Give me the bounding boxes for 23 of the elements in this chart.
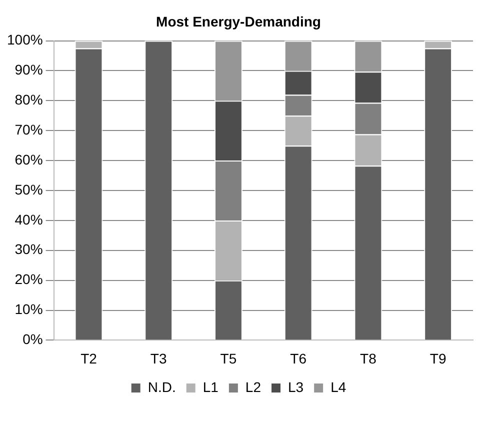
y-tick-label: 40%	[14, 211, 43, 228]
x-tick-label: T3	[150, 350, 167, 366]
y-tick-label: 20%	[14, 271, 43, 288]
legend-label: L3	[288, 378, 304, 395]
legend-label: L2	[245, 378, 262, 395]
legend-label: L4	[330, 378, 346, 395]
legend-label: N.D.	[148, 378, 176, 395]
chart-title: Most Energy-Demanding	[156, 13, 321, 30]
x-tick-label: T6	[290, 350, 307, 366]
y-tick-label: 80%	[14, 92, 43, 108]
x-tick-label: T2	[80, 350, 98, 366]
y-tick-label: 60%	[14, 151, 43, 168]
x-tick-label: T5	[220, 350, 237, 366]
y-tick-label: 50%	[14, 181, 43, 198]
legend-label: L1	[202, 378, 219, 395]
y-tick-label: 10%	[14, 301, 43, 318]
y-tick-label: 0%	[22, 331, 43, 348]
x-tick-label: T8	[360, 350, 377, 366]
y-tick-label: 70%	[14, 121, 43, 138]
x-tick-label: T9	[430, 350, 446, 366]
y-tick-label: 100%	[6, 32, 43, 48]
y-tick-label: 90%	[14, 62, 43, 78]
y-tick-label: 30%	[14, 241, 43, 258]
